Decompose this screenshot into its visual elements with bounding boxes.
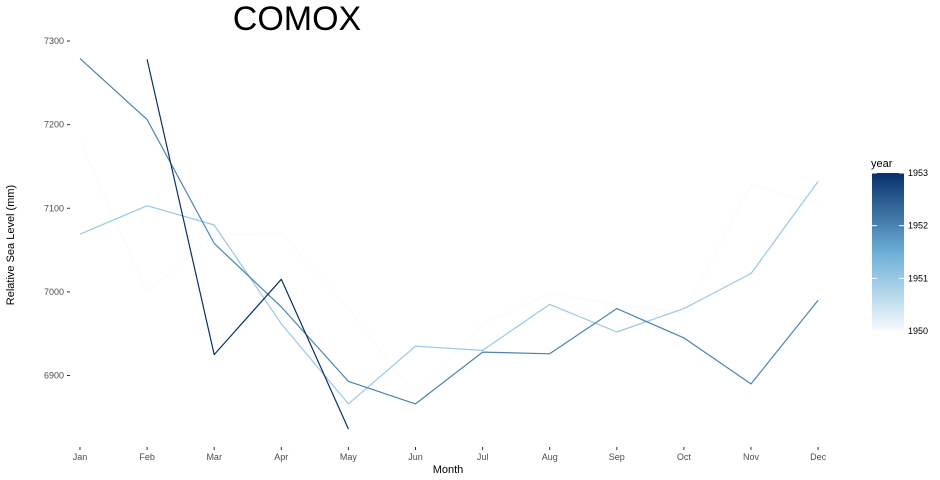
legend-title: year (871, 158, 893, 170)
x-tick-label: Feb (139, 452, 155, 462)
legend-ticks: 1950 1951 1952 1953 (872, 168, 928, 336)
y-tick-label: 6900 (44, 371, 64, 381)
x-tick-label: Sep (609, 452, 625, 462)
legend-tick-label: 1952 (908, 221, 928, 231)
y-tick-label: 7000 (44, 287, 64, 297)
y-tick-label: 7100 (44, 203, 64, 213)
legend-tick-label: 1953 (908, 168, 928, 178)
x-axis-title: Month (433, 464, 464, 476)
legend: year 1950 1951 1952 1953 (871, 158, 928, 336)
series-line-1953 (146, 59, 349, 430)
x-tick-label: Jul (477, 452, 489, 462)
x-tick-label: Jun (408, 452, 423, 462)
legend-tick-label: 1951 (908, 273, 928, 283)
series-line-1951 (79, 181, 819, 405)
y-tick-label: 7200 (44, 120, 64, 130)
y-tick-label: 7300 (44, 36, 64, 46)
x-tick-label: Apr (274, 452, 288, 462)
series-line-1950 (79, 141, 819, 397)
x-tick-label: Mar (206, 452, 222, 462)
x-tick-label: May (340, 452, 358, 462)
legend-tick-label: 1950 (908, 326, 928, 336)
x-tick-label: Dec (810, 452, 827, 462)
x-tick-label: Jan (73, 452, 88, 462)
chart-title: COMOX (233, 0, 361, 38)
x-tick-label: Nov (743, 452, 760, 462)
y-axis: 6900 7000 7100 7200 7300 (44, 36, 70, 381)
series-line-1952 (79, 58, 819, 405)
series-lines (79, 58, 819, 430)
x-tick-label: Aug (542, 452, 558, 462)
x-axis: Jan Feb Mar Apr May Jun Jul Aug Sep Oct Nov Dec (73, 447, 827, 462)
y-axis-title: Relative Sea Level (mm) (5, 185, 17, 305)
x-tick-label: Oct (677, 452, 692, 462)
legend-colorbar (872, 173, 904, 331)
